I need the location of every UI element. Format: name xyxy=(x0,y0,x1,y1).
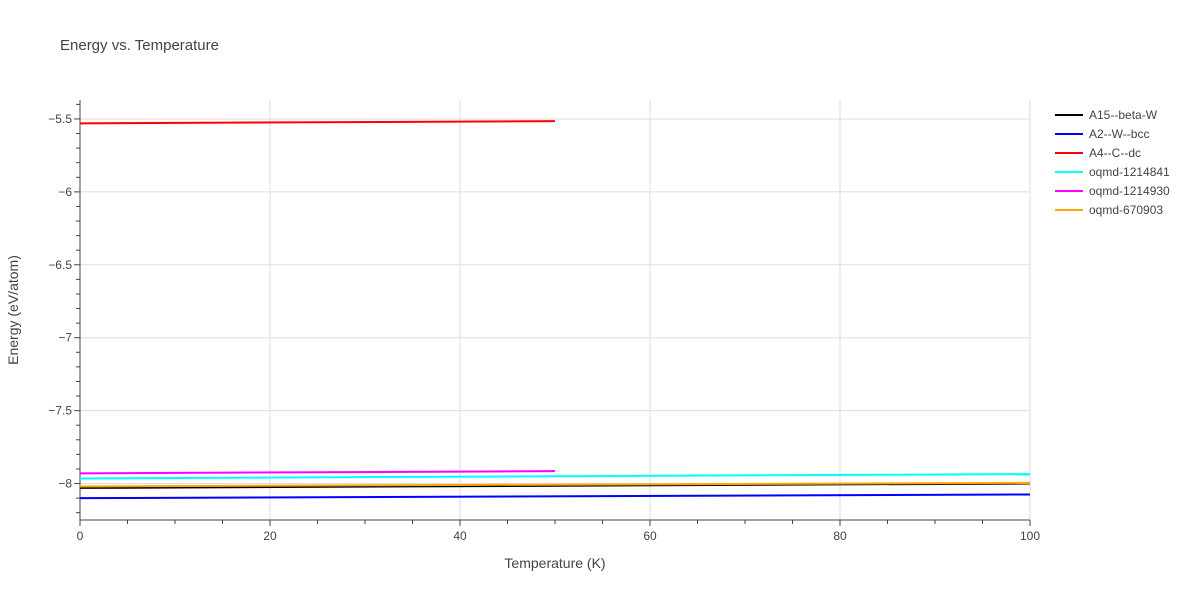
y-axis-title: Energy (eV/atom) xyxy=(5,255,21,365)
series-line-oqmd-670903 xyxy=(79,481,1031,488)
y-tick-label-3: −7 xyxy=(58,331,72,345)
legend-label-A2--W--bcc: A2--W--bcc xyxy=(1089,127,1149,141)
x-tick-label-4: 80 xyxy=(833,529,847,543)
x-tick-label-1: 20 xyxy=(263,529,277,543)
legend-label-A15--beta-W: A15--beta-W xyxy=(1089,108,1158,122)
y-tick-label-4: −7.5 xyxy=(48,404,72,418)
y-tick-label-5: −8 xyxy=(58,477,72,491)
x-tick-label-2: 40 xyxy=(453,529,467,543)
series-line-A4--C--dc xyxy=(79,120,556,125)
legend-label-A4--C--dc: A4--C--dc xyxy=(1089,146,1141,160)
legend-label-oqmd-670903: oqmd-670903 xyxy=(1089,203,1163,217)
y-tick-label-1: −6 xyxy=(58,185,72,199)
x-axis-title: Temperature (K) xyxy=(504,555,605,571)
x-tick-label-5: 100 xyxy=(1020,529,1040,543)
grid-lines xyxy=(80,100,1031,520)
y-tick-label-0: −5.5 xyxy=(48,112,72,126)
series-line-oqmd-1214930 xyxy=(79,470,556,475)
legend-label-oqmd-1214841: oqmd-1214841 xyxy=(1089,165,1170,179)
chart-title: Energy vs. Temperature xyxy=(60,37,219,54)
series-lines xyxy=(79,120,1031,500)
x-tick-label-0: 0 xyxy=(77,529,84,543)
series-line-oqmd-1214841 xyxy=(79,473,1031,480)
axes: 0 20 40 60 80 100 −5.5 −6 −6.5 −7 −7.5 −8 xyxy=(48,100,1040,543)
legend-label-oqmd-1214930: oqmd-1214930 xyxy=(1089,184,1170,198)
legend: A15--beta-W A2--W--bcc A4--C--dc oqmd-12148… xyxy=(1055,108,1170,217)
y-tick-label-2: −6.5 xyxy=(48,258,72,272)
series-line-A2--W--bcc xyxy=(79,493,1031,500)
x-tick-label-3: 60 xyxy=(643,529,657,543)
